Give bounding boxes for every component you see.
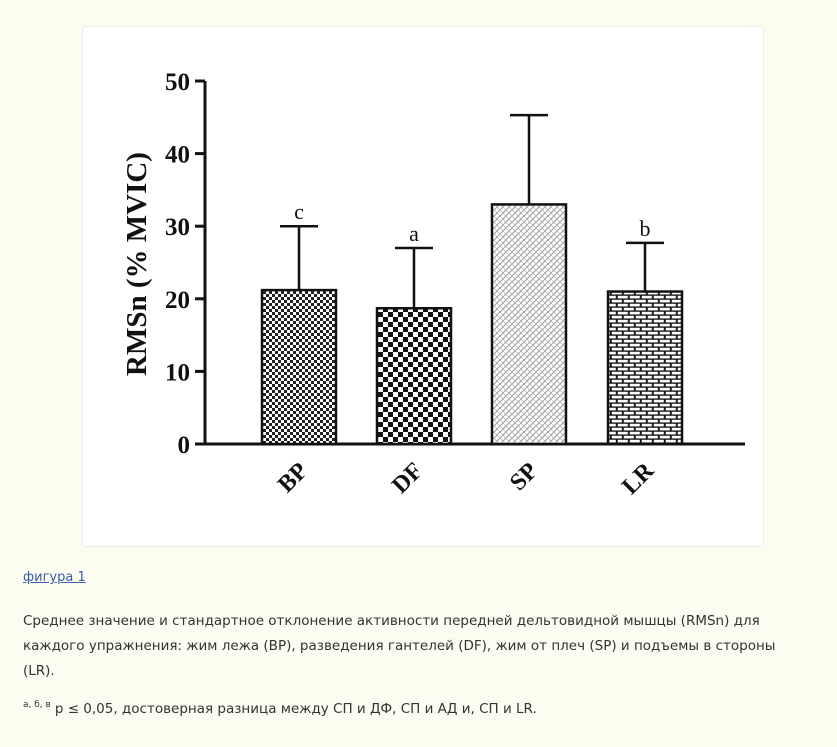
- bar-df: [375, 306, 453, 446]
- figure-link[interactable]: фигура 1: [23, 570, 86, 585]
- x-tick-label: LR: [617, 457, 659, 499]
- significance-label: c: [294, 199, 304, 224]
- significance-label: a: [409, 221, 419, 246]
- y-tick-label: 10: [165, 359, 190, 386]
- bar-lr: [606, 290, 684, 446]
- bar-chart: RMSn (% MVIC) 0 10 20 30 40 50 c BP a DF SP b LR: [121, 69, 745, 500]
- x-tick-label: BP: [273, 458, 313, 498]
- footnote-marks: а, б, в: [23, 700, 51, 710]
- bar-sp: [490, 203, 568, 446]
- y-tick-label: 0: [178, 432, 191, 459]
- y-tick-label: 20: [165, 287, 190, 314]
- y-tick-label: 40: [165, 142, 190, 169]
- y-tick-label: 30: [165, 214, 190, 241]
- y-tick-label: 50: [165, 69, 190, 96]
- figure-caption: Среднее значение и стандартное отклонени…: [23, 613, 776, 679]
- footnote-text: p ≤ 0,05, достоверная разница между СП и…: [54, 701, 537, 717]
- figure-card: RMSn (% MVIC) 0 10 20 30 40 50 c BP a DF SP b LR: [82, 26, 764, 547]
- y-axis-label: RMSn (% MVIC): [121, 152, 153, 376]
- significance-label: b: [640, 216, 651, 241]
- x-tick-label: DF: [387, 458, 428, 499]
- bar-bp: [260, 288, 338, 446]
- x-tick-label: SP: [505, 458, 543, 496]
